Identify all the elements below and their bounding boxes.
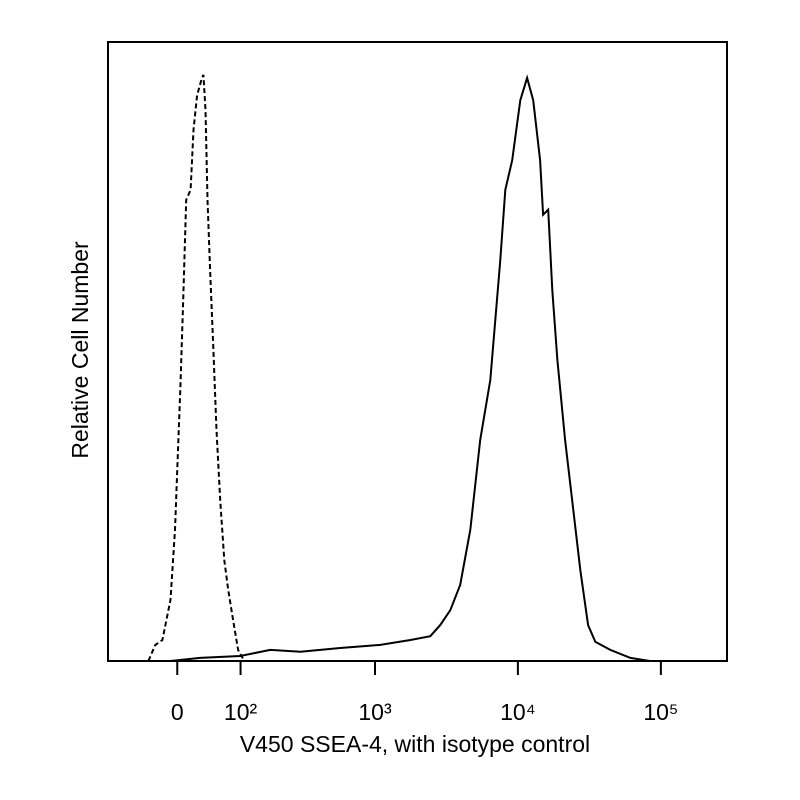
plot-frame: [107, 41, 728, 662]
histogram-curve: [170, 74, 651, 662]
x-tick-label: 10³: [358, 699, 392, 725]
y-axis-label: Relative Cell Number: [67, 241, 93, 459]
x-tick-label: 10²: [224, 699, 258, 725]
x-tick-label: 0: [171, 699, 184, 725]
histogram-curve: [147, 74, 246, 662]
x-axis-label: V450 SSEA-4, with isotype control: [240, 731, 590, 757]
x-tick-label: 10⁵: [643, 699, 678, 725]
x-tick-label: 10⁴: [500, 699, 535, 725]
